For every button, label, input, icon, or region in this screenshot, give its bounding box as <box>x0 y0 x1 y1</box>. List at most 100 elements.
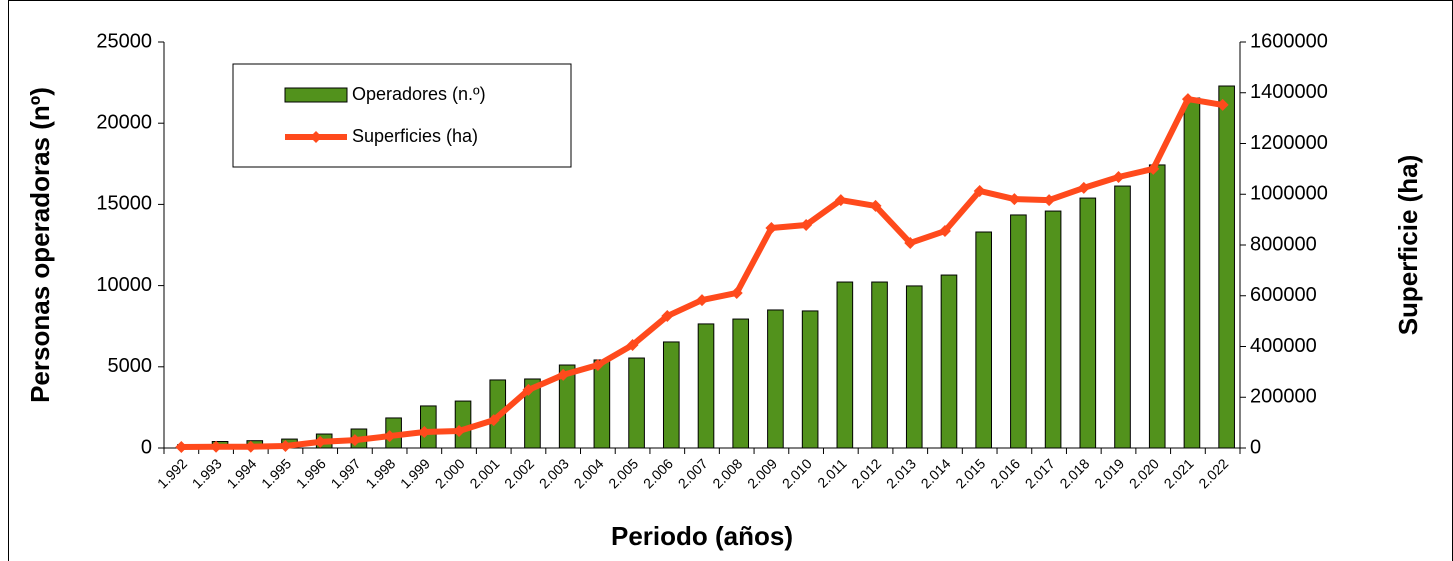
marker <box>314 435 327 448</box>
x-tick-label: 2.017 <box>1022 455 1058 491</box>
marker <box>869 199 882 212</box>
marker <box>938 225 951 238</box>
marker <box>1181 93 1194 106</box>
y2-tick-label: 1200000 <box>1250 132 1328 154</box>
y2-tick-label: 1400000 <box>1250 81 1328 103</box>
bar <box>905 285 923 449</box>
marker <box>279 439 292 452</box>
x-tick-label: 2.016 <box>987 455 1023 491</box>
x-tick-label: 1.996 <box>293 455 329 491</box>
x-tick-label: 2.018 <box>1056 455 1092 491</box>
x-tick-label: 2.021 <box>1161 455 1197 491</box>
y2-tick-label: 1600000 <box>1250 30 1328 52</box>
bar <box>801 310 819 449</box>
marker <box>973 184 986 197</box>
marker <box>383 430 396 443</box>
marker <box>661 310 674 323</box>
marker <box>626 338 639 351</box>
marker <box>522 383 535 396</box>
bar <box>940 274 958 449</box>
legend-marker <box>310 131 322 143</box>
bar <box>420 405 437 449</box>
x-tick-label: 2.011 <box>814 455 850 491</box>
bar <box>593 359 611 449</box>
x-tick-label: 2.001 <box>466 455 502 491</box>
marker <box>1008 193 1021 206</box>
y-tick-label: 0 <box>141 436 152 458</box>
legend <box>232 63 572 168</box>
x-tick-label: 1.998 <box>362 455 398 491</box>
marker <box>175 440 188 453</box>
y2-tick-label: 600000 <box>1250 284 1317 306</box>
legend-swatch <box>284 87 348 103</box>
y-tick-label: 25000 <box>96 30 152 52</box>
y2-tick-label: 800000 <box>1250 233 1317 255</box>
x-tick-label: 2.009 <box>744 455 780 491</box>
x-tick-label: 2.010 <box>779 455 815 491</box>
x-tick-label: 2.012 <box>848 455 884 491</box>
marker <box>453 424 466 437</box>
marker <box>487 414 500 427</box>
marker <box>210 440 223 453</box>
marker <box>244 440 257 453</box>
bar <box>662 341 680 449</box>
marker <box>1043 194 1056 207</box>
marker <box>765 221 778 234</box>
x-axis-title: Periodo (años) <box>611 521 793 551</box>
bar <box>1079 197 1097 449</box>
bar <box>1183 97 1201 449</box>
bar <box>767 309 784 449</box>
x-tick-label: 2.005 <box>605 455 641 491</box>
x-tick-label: 2.007 <box>675 455 711 491</box>
y-tick-label: 15000 <box>96 193 152 215</box>
x-tick-label: 2.008 <box>709 455 745 491</box>
x-tick-label: 1.999 <box>397 455 433 491</box>
marker <box>1112 170 1125 183</box>
y-tick-label: 20000 <box>96 111 152 133</box>
marker <box>1147 162 1160 175</box>
y2-axis-title: Superficie (ha) <box>1393 155 1423 336</box>
x-tick-label: 2.002 <box>501 455 537 491</box>
bar <box>697 323 715 449</box>
marker <box>557 368 570 381</box>
bar <box>1044 210 1062 449</box>
x-tick-label: 1.992 <box>154 455 190 491</box>
bar <box>871 281 888 449</box>
marker <box>730 286 743 299</box>
bar <box>836 281 854 449</box>
x-tick-label: 2.019 <box>1091 455 1127 491</box>
bar <box>628 357 645 449</box>
y2-tick-label: 1000000 <box>1250 183 1328 205</box>
marker <box>696 294 708 307</box>
x-tick-label: 1.994 <box>223 455 259 491</box>
x-tick-label: 2.004 <box>571 455 607 491</box>
marker <box>1216 98 1229 111</box>
y-tick-label: 10000 <box>96 274 152 296</box>
x-tick-label: 2.000 <box>432 455 468 491</box>
bar <box>558 364 576 449</box>
x-tick-label: 2.014 <box>918 455 954 491</box>
bar <box>454 400 472 449</box>
marker <box>834 194 847 207</box>
x-tick-label: 1.997 <box>328 455 364 491</box>
marker <box>800 218 813 231</box>
bar <box>1114 185 1131 449</box>
x-tick-label: 1.995 <box>258 455 294 491</box>
x-tick-label: 2.022 <box>1195 455 1231 491</box>
x-tick-label: 2.015 <box>952 455 988 491</box>
marker <box>904 236 917 249</box>
x-tick-label: 2.003 <box>536 455 572 491</box>
x-tick-label: 1.993 <box>189 455 225 491</box>
bar <box>524 378 541 449</box>
x-tick-label: 2.013 <box>883 455 919 491</box>
y-axis-title: Personas operadoras (nº) <box>25 87 55 403</box>
marker <box>348 434 361 447</box>
bar <box>1010 214 1027 449</box>
bar <box>975 231 992 449</box>
y2-tick-label: 200000 <box>1250 386 1317 408</box>
x-tick-label: 2.006 <box>640 455 676 491</box>
x-tick-label: 2.020 <box>1126 455 1162 491</box>
y2-tick-label: 0 <box>1250 436 1261 458</box>
marker <box>418 426 431 439</box>
